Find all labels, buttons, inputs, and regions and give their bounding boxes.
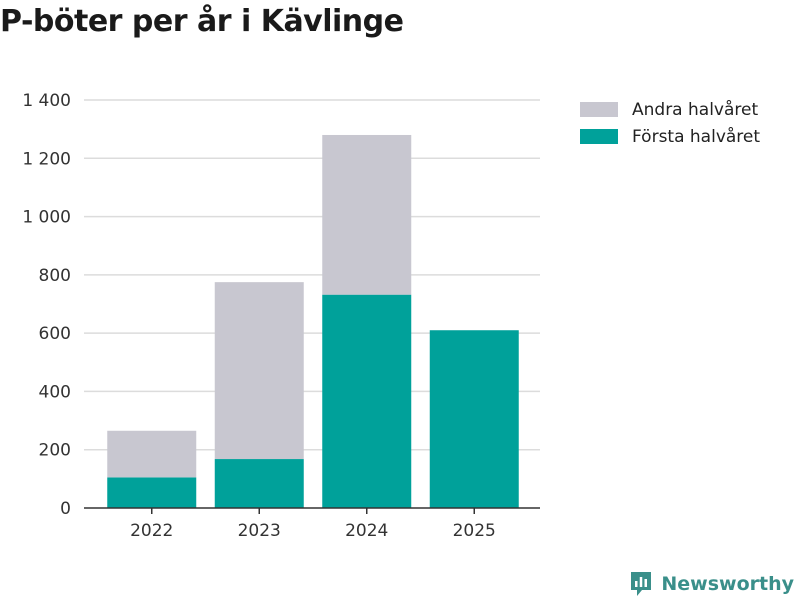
x-tick-label: 2025	[453, 521, 496, 541]
bar-f-rsta-halv-ret-2023[interactable]	[214, 459, 304, 508]
y-tick-label: 400	[39, 382, 71, 402]
x-tick-labels: 2022 2023 2024 2025	[130, 508, 496, 541]
bar-f-rsta-halv-ret-2022[interactable]	[107, 477, 197, 508]
y-tick-label: 1 000	[22, 208, 71, 228]
legend-label-andra-halvaret: Andra halvåret	[632, 99, 759, 120]
x-tick-label: 2023	[238, 521, 281, 541]
bar-f-rsta-halv-ret-2025[interactable]	[429, 330, 519, 508]
newsworthy-brand: Newsworthy	[629, 570, 794, 598]
bar-andra-halv-ret-2024[interactable]	[322, 134, 412, 295]
y-tick-labels: 0 200 400 600 800 1 000 1 200 1 400	[22, 91, 71, 519]
y-tick-label: 800	[39, 266, 71, 286]
y-tick-label: 0	[60, 499, 71, 519]
bars	[107, 134, 519, 508]
y-tick-label: 1 200	[22, 149, 71, 169]
brand-name: Newsworthy	[661, 573, 794, 595]
x-tick-label: 2024	[345, 521, 388, 541]
legend-swatch-forsta-halvaret	[580, 129, 618, 144]
y-tick-label: 200	[39, 441, 71, 461]
legend-label-forsta-halvaret: Första halvåret	[632, 126, 761, 147]
legend-item-forsta-halvaret[interactable]: Första halvåret	[580, 123, 760, 150]
newsworthy-logo-icon	[631, 572, 652, 596]
chart-title: P-böter per år i Kävlinge	[0, 4, 404, 39]
legend: Andra halvåret Första halvåret	[580, 96, 760, 150]
bar-andra-halv-ret-2022[interactable]	[107, 430, 197, 478]
y-tick-label: 1 400	[22, 91, 71, 111]
bar-f-rsta-halv-ret-2024[interactable]	[322, 294, 412, 508]
legend-swatch-andra-halvaret	[580, 102, 618, 117]
legend-item-andra-halvaret[interactable]: Andra halvåret	[580, 96, 760, 123]
x-tick-label: 2022	[130, 521, 173, 541]
bar-andra-halv-ret-2023[interactable]	[214, 282, 304, 460]
y-tick-label: 600	[39, 324, 71, 344]
